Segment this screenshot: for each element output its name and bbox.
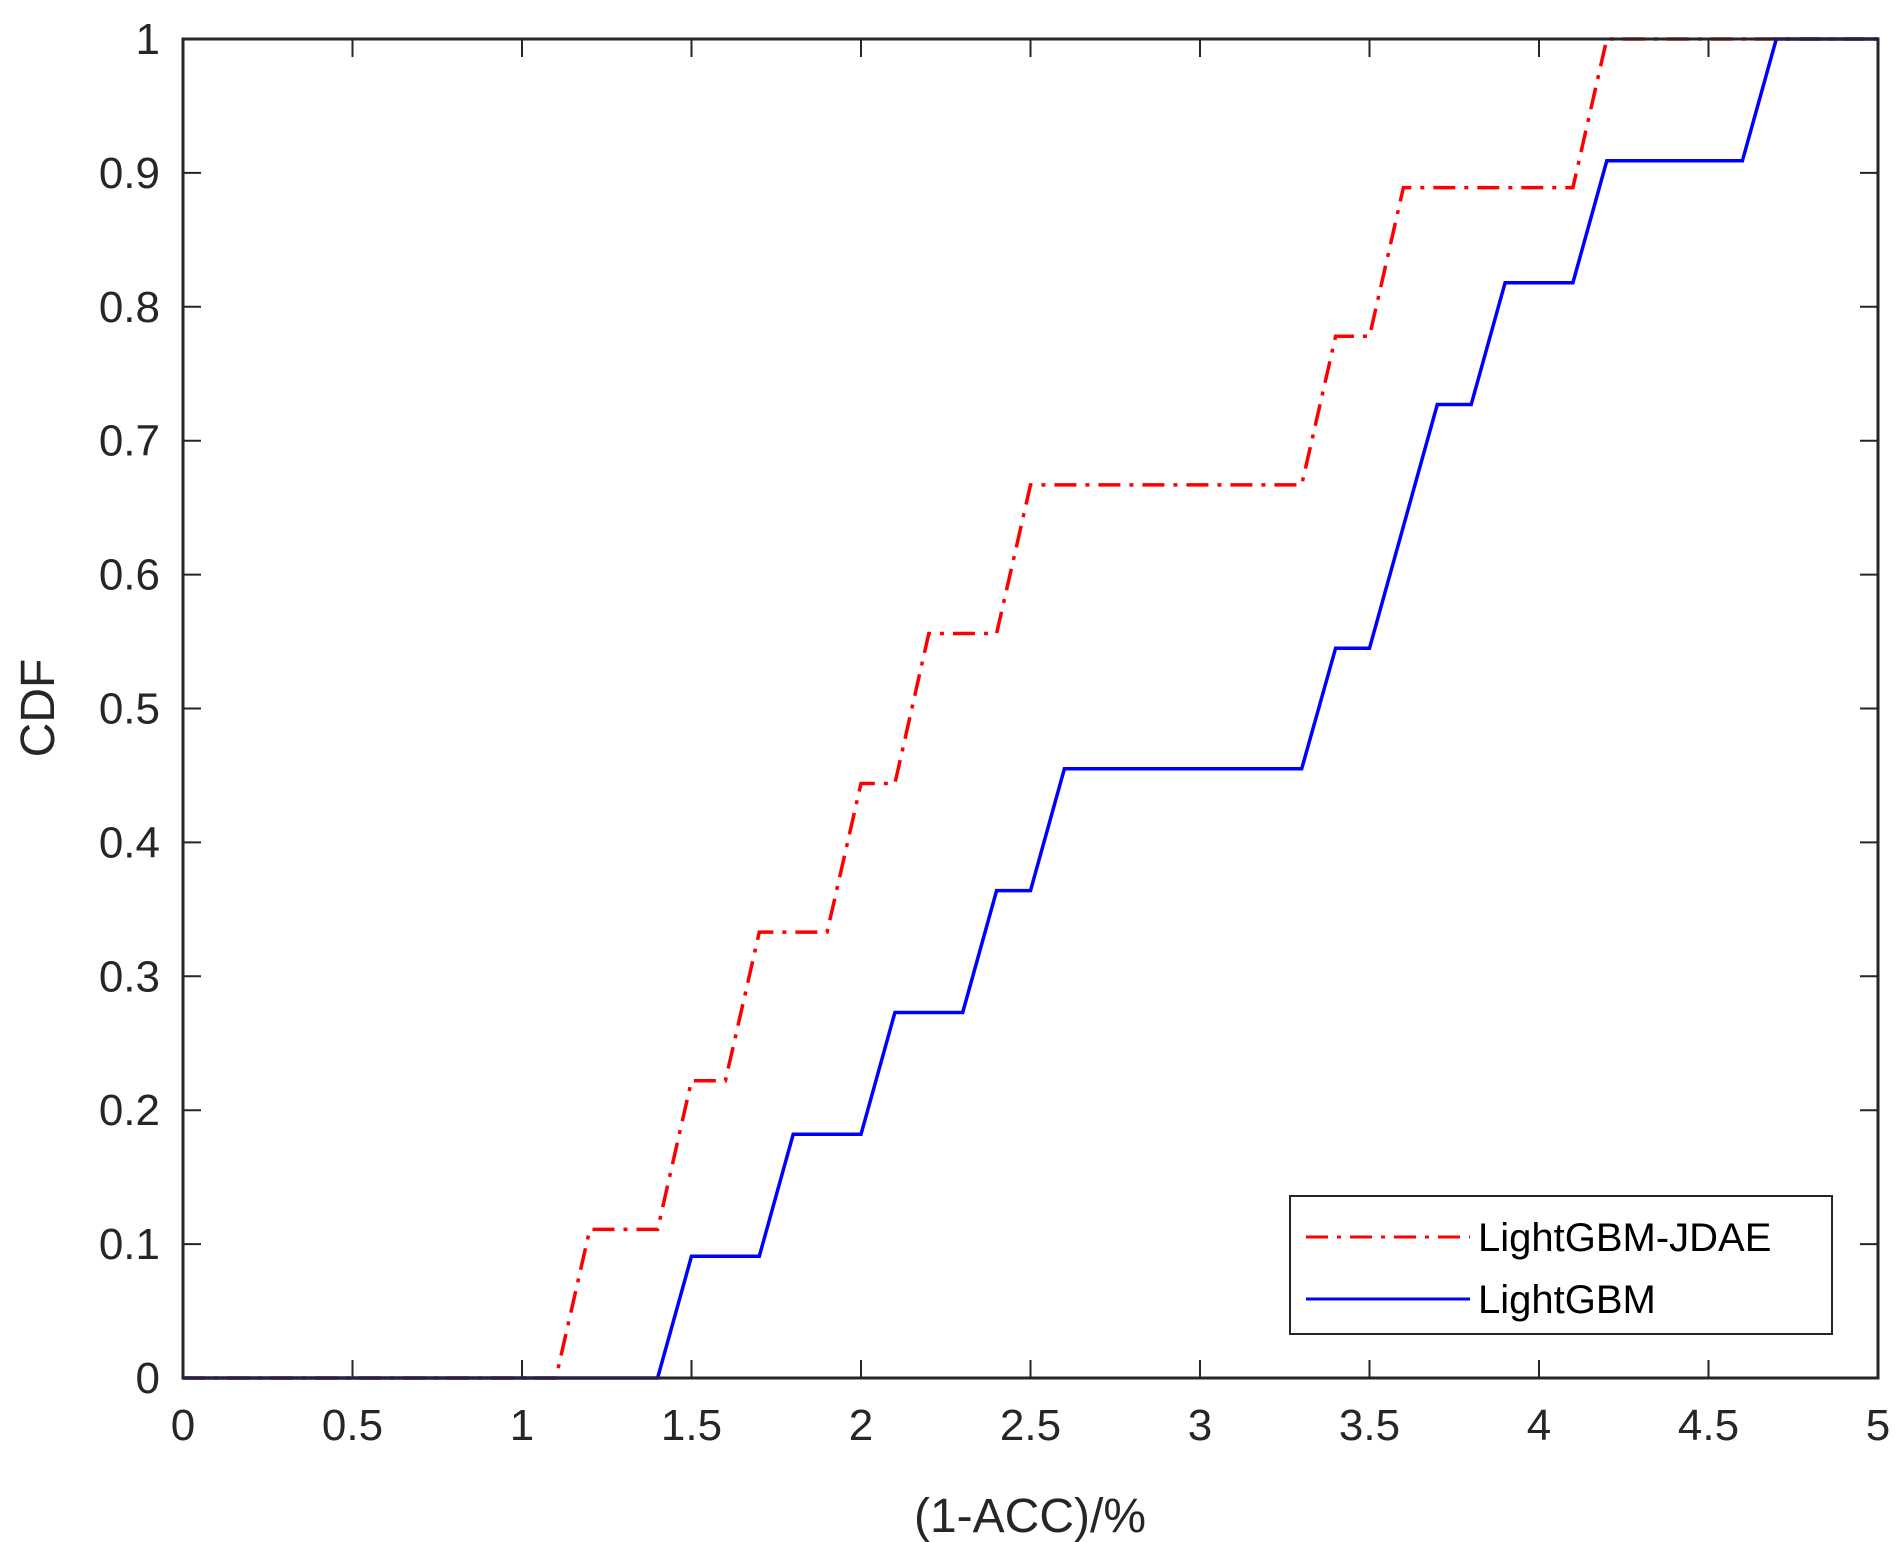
x-axis-label: (1-ACC)/% [914, 1490, 1146, 1542]
legend-box [1289, 1195, 1833, 1335]
x-tick-labels: 0 0.5 1 1.5 2 2.5 3 3.5 4 4.5 5 [171, 1401, 1890, 1450]
plot-area [183, 39, 1878, 1378]
y-tick-label: 0.2 [99, 1086, 160, 1135]
x-tick-label: 0.5 [322, 1401, 383, 1450]
y-tick-label: 0.7 [99, 417, 160, 466]
y-tick-labels: 0 0.1 0.2 0.3 0.4 0.5 0.6 0.7 0.8 0.9 1 [99, 15, 160, 1403]
x-tick-label: 3.5 [1339, 1401, 1400, 1450]
x-tick-label: 1 [510, 1401, 534, 1450]
series-line-0 [183, 37, 1878, 1380]
series-line-1 [183, 37, 1878, 1380]
y-tick-label: 0.8 [99, 283, 160, 332]
y-tick-label: 0.1 [99, 1220, 160, 1269]
y-tick-label: 1 [136, 15, 160, 64]
legend-label-lightgbm-jdae: LightGBM-JDAE [1478, 1216, 1771, 1260]
legend-label-lightgbm: LightGBM [1478, 1278, 1656, 1322]
x-tick-label: 3 [1188, 1401, 1212, 1450]
x-tick-label: 1.5 [661, 1401, 722, 1450]
x-tick-label: 4.5 [1678, 1401, 1739, 1450]
ticks-layer [182, 38, 1879, 1379]
y-tick-label: 0.3 [99, 952, 160, 1001]
y-tick-label: 0.5 [99, 685, 160, 734]
series-layer [183, 37, 1878, 1380]
x-tick-label: 2.5 [1000, 1401, 1061, 1450]
y-tick-label: 0 [136, 1354, 160, 1403]
y-tick-label: 0.4 [99, 818, 160, 867]
x-tick-label: 4 [1527, 1401, 1551, 1450]
x-tick-label: 0 [171, 1401, 195, 1450]
y-axis-label: CDF [12, 659, 65, 758]
legend: LightGBM-JDAE LightGBM [1289, 1195, 1833, 1335]
x-tick-label: 2 [849, 1401, 873, 1450]
y-tick-label: 0.6 [99, 551, 160, 600]
y-tick-label: 0.9 [99, 149, 160, 198]
x-tick-label: 5 [1866, 1401, 1890, 1450]
